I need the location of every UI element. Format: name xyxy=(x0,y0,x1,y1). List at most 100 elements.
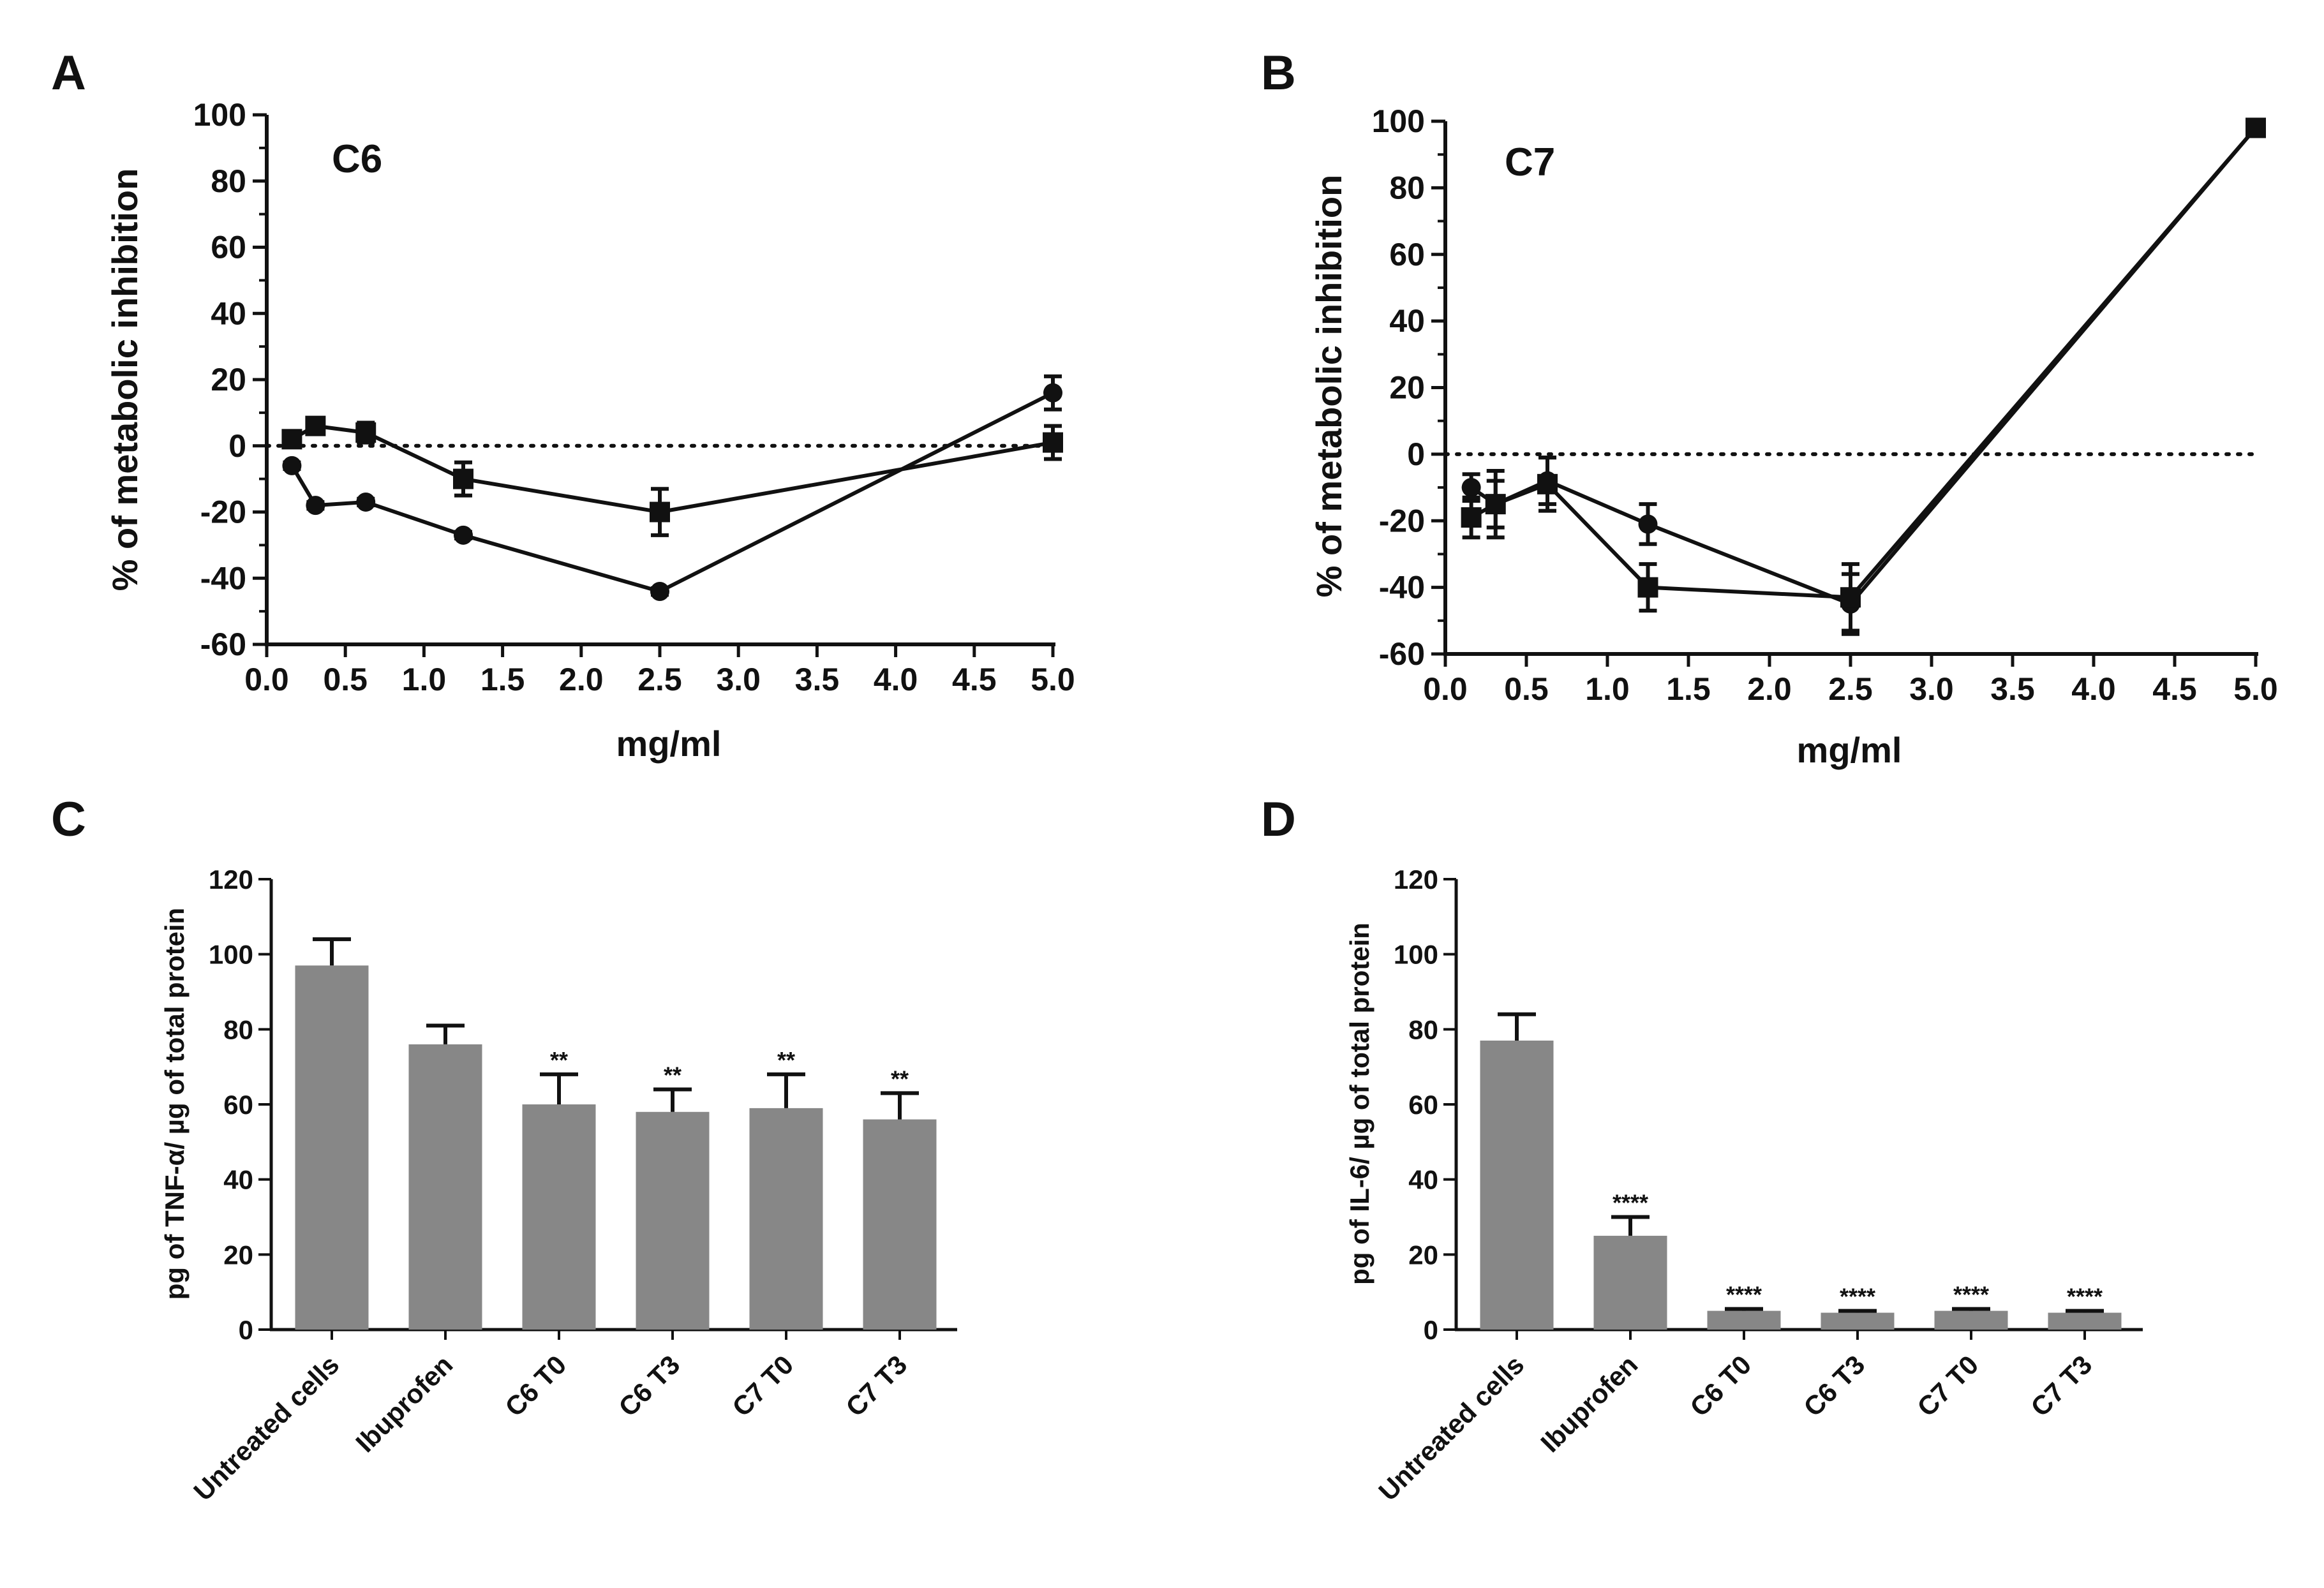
data-point-square xyxy=(453,468,473,489)
panel-d: D 0 20 40 60 80 100 120 pg of IL-6/ µg of total … xyxy=(1261,792,2143,1506)
x-tick-label: 1.5 xyxy=(1666,671,1711,707)
series-line-circle xyxy=(290,391,1054,593)
y-tick-label: -40 xyxy=(1379,570,1425,605)
chart-title: C7 xyxy=(1505,140,1555,184)
y-tick-label: -20 xyxy=(1379,503,1425,538)
y-tick-label: 20 xyxy=(1389,370,1425,406)
data-point-square xyxy=(1537,473,1558,494)
data-point-circle xyxy=(454,525,473,545)
category-label: C7 T3 xyxy=(840,1349,912,1422)
series-line-circle xyxy=(1470,126,2258,606)
bar xyxy=(749,1108,823,1330)
x-tick-label: 2.5 xyxy=(637,662,682,697)
significance-marker: **** xyxy=(2067,1284,2103,1310)
data-point-square xyxy=(355,422,376,443)
category-label: C6 T3 xyxy=(613,1349,685,1422)
category-label: C6 T3 xyxy=(1798,1349,1870,1422)
x-tick-label: 1.5 xyxy=(480,662,525,697)
bar xyxy=(2048,1312,2122,1330)
y-tick-label: 100 xyxy=(193,97,246,133)
x-tick-label: 0.5 xyxy=(1504,671,1549,707)
data-point-circle xyxy=(1461,478,1481,498)
series-line-square xyxy=(290,424,1054,514)
x-tick-label: 3.5 xyxy=(795,662,840,697)
bar xyxy=(1707,1310,1781,1330)
x-tick-label: 2.5 xyxy=(1828,671,1873,707)
data-point-circle xyxy=(356,492,376,512)
y-tick-label: -60 xyxy=(1379,636,1425,672)
category-label: Untreated cells xyxy=(1373,1349,1530,1506)
bar xyxy=(1480,1040,1554,1330)
x-tick-label: 0.5 xyxy=(323,662,368,697)
y-tick-label: 40 xyxy=(223,1165,253,1195)
panel-c: C 0 20 40 60 80 100 120 pg of TNF-α/ µg of total… xyxy=(51,792,957,1506)
data-point-circle xyxy=(282,456,302,475)
series-line-square xyxy=(1470,126,2258,600)
y-tick-label: 0 xyxy=(228,428,246,464)
x-tick-label: 1.0 xyxy=(402,662,447,697)
category-label: C7 T0 xyxy=(1911,1349,1984,1422)
bar xyxy=(1821,1312,1895,1330)
x-tick-label: 1.0 xyxy=(1585,671,1630,707)
y-tick-label: 120 xyxy=(1394,864,1438,894)
category-label: Untreated cells xyxy=(188,1349,345,1506)
bar xyxy=(295,965,369,1330)
bar xyxy=(1934,1310,2008,1330)
y-tick-label: 120 xyxy=(209,864,253,894)
y-tick-label: -60 xyxy=(200,627,246,662)
significance-marker: ** xyxy=(664,1062,682,1088)
bar xyxy=(522,1104,596,1330)
y-tick-label: 80 xyxy=(1408,1014,1438,1044)
significance-marker: **** xyxy=(1953,1282,1989,1308)
y-tick-label: 20 xyxy=(1408,1240,1438,1270)
significance-marker: **** xyxy=(1840,1284,1875,1310)
data-point-square xyxy=(1485,494,1506,515)
x-tick-label: 4.5 xyxy=(2152,671,2197,707)
y-axis-title: pg of TNF-α/ µg of total protein xyxy=(160,908,190,1300)
x-tick-label: 2.0 xyxy=(1747,671,1792,707)
panel-b: B C7 -60 -40 -20 0 20 40 60 80 100 0.0 0.5 1.0 1.5 2.0 2… xyxy=(1261,46,2278,770)
significance-marker: ** xyxy=(777,1047,795,1073)
x-tick-label: 0.0 xyxy=(244,662,289,697)
y-tick-label: 60 xyxy=(1389,237,1425,272)
bar xyxy=(408,1044,482,1330)
x-axis-title: mg/ml xyxy=(616,724,722,764)
panel-letter: C xyxy=(51,792,86,847)
category-label: Ibuprofen xyxy=(350,1349,458,1458)
data-point-square xyxy=(1461,507,1482,528)
y-tick-label: -40 xyxy=(200,560,246,596)
x-tick-label: 5.0 xyxy=(2233,671,2278,707)
y-tick-label: 40 xyxy=(1408,1165,1438,1195)
x-tick-label: 4.0 xyxy=(874,662,918,697)
y-tick-label: 80 xyxy=(223,1014,253,1044)
bar xyxy=(1593,1235,1667,1330)
y-axis-title: % of metabolic inhibition xyxy=(1309,175,1349,598)
significance-marker: **** xyxy=(1613,1190,1648,1216)
data-point-square xyxy=(1840,587,1861,608)
significance-marker: **** xyxy=(1726,1282,1762,1308)
y-tick-label: 0 xyxy=(239,1315,253,1345)
chart-title: C6 xyxy=(332,137,382,181)
y-tick-label: 60 xyxy=(1408,1090,1438,1120)
x-tick-label: 3.5 xyxy=(1990,671,2035,707)
y-tick-label: 80 xyxy=(1389,170,1425,205)
y-axis-title: % of metabolic inhibition xyxy=(105,168,145,591)
panel-letter: D xyxy=(1261,792,1296,847)
y-axis-title: pg of IL-6/ µg of total protein xyxy=(1344,923,1374,1285)
x-tick-label: 2.0 xyxy=(559,662,604,697)
x-axis-title: mg/ml xyxy=(1797,730,1902,770)
x-tick-label: 4.0 xyxy=(2071,671,2116,707)
data-point-square xyxy=(281,429,302,450)
y-tick-label: 20 xyxy=(223,1240,253,1270)
y-tick-label: 60 xyxy=(223,1090,253,1120)
category-label: C6 T0 xyxy=(1684,1349,1757,1422)
y-tick-label: -20 xyxy=(200,494,246,530)
data-point-circle xyxy=(1638,514,1658,534)
bar xyxy=(863,1119,937,1330)
data-point-circle xyxy=(306,496,325,516)
x-tick-label: 5.0 xyxy=(1031,662,1075,697)
y-tick-label: 80 xyxy=(211,163,246,199)
x-tick-label: 3.0 xyxy=(716,662,761,697)
y-tick-label: 0 xyxy=(1424,1315,1438,1345)
